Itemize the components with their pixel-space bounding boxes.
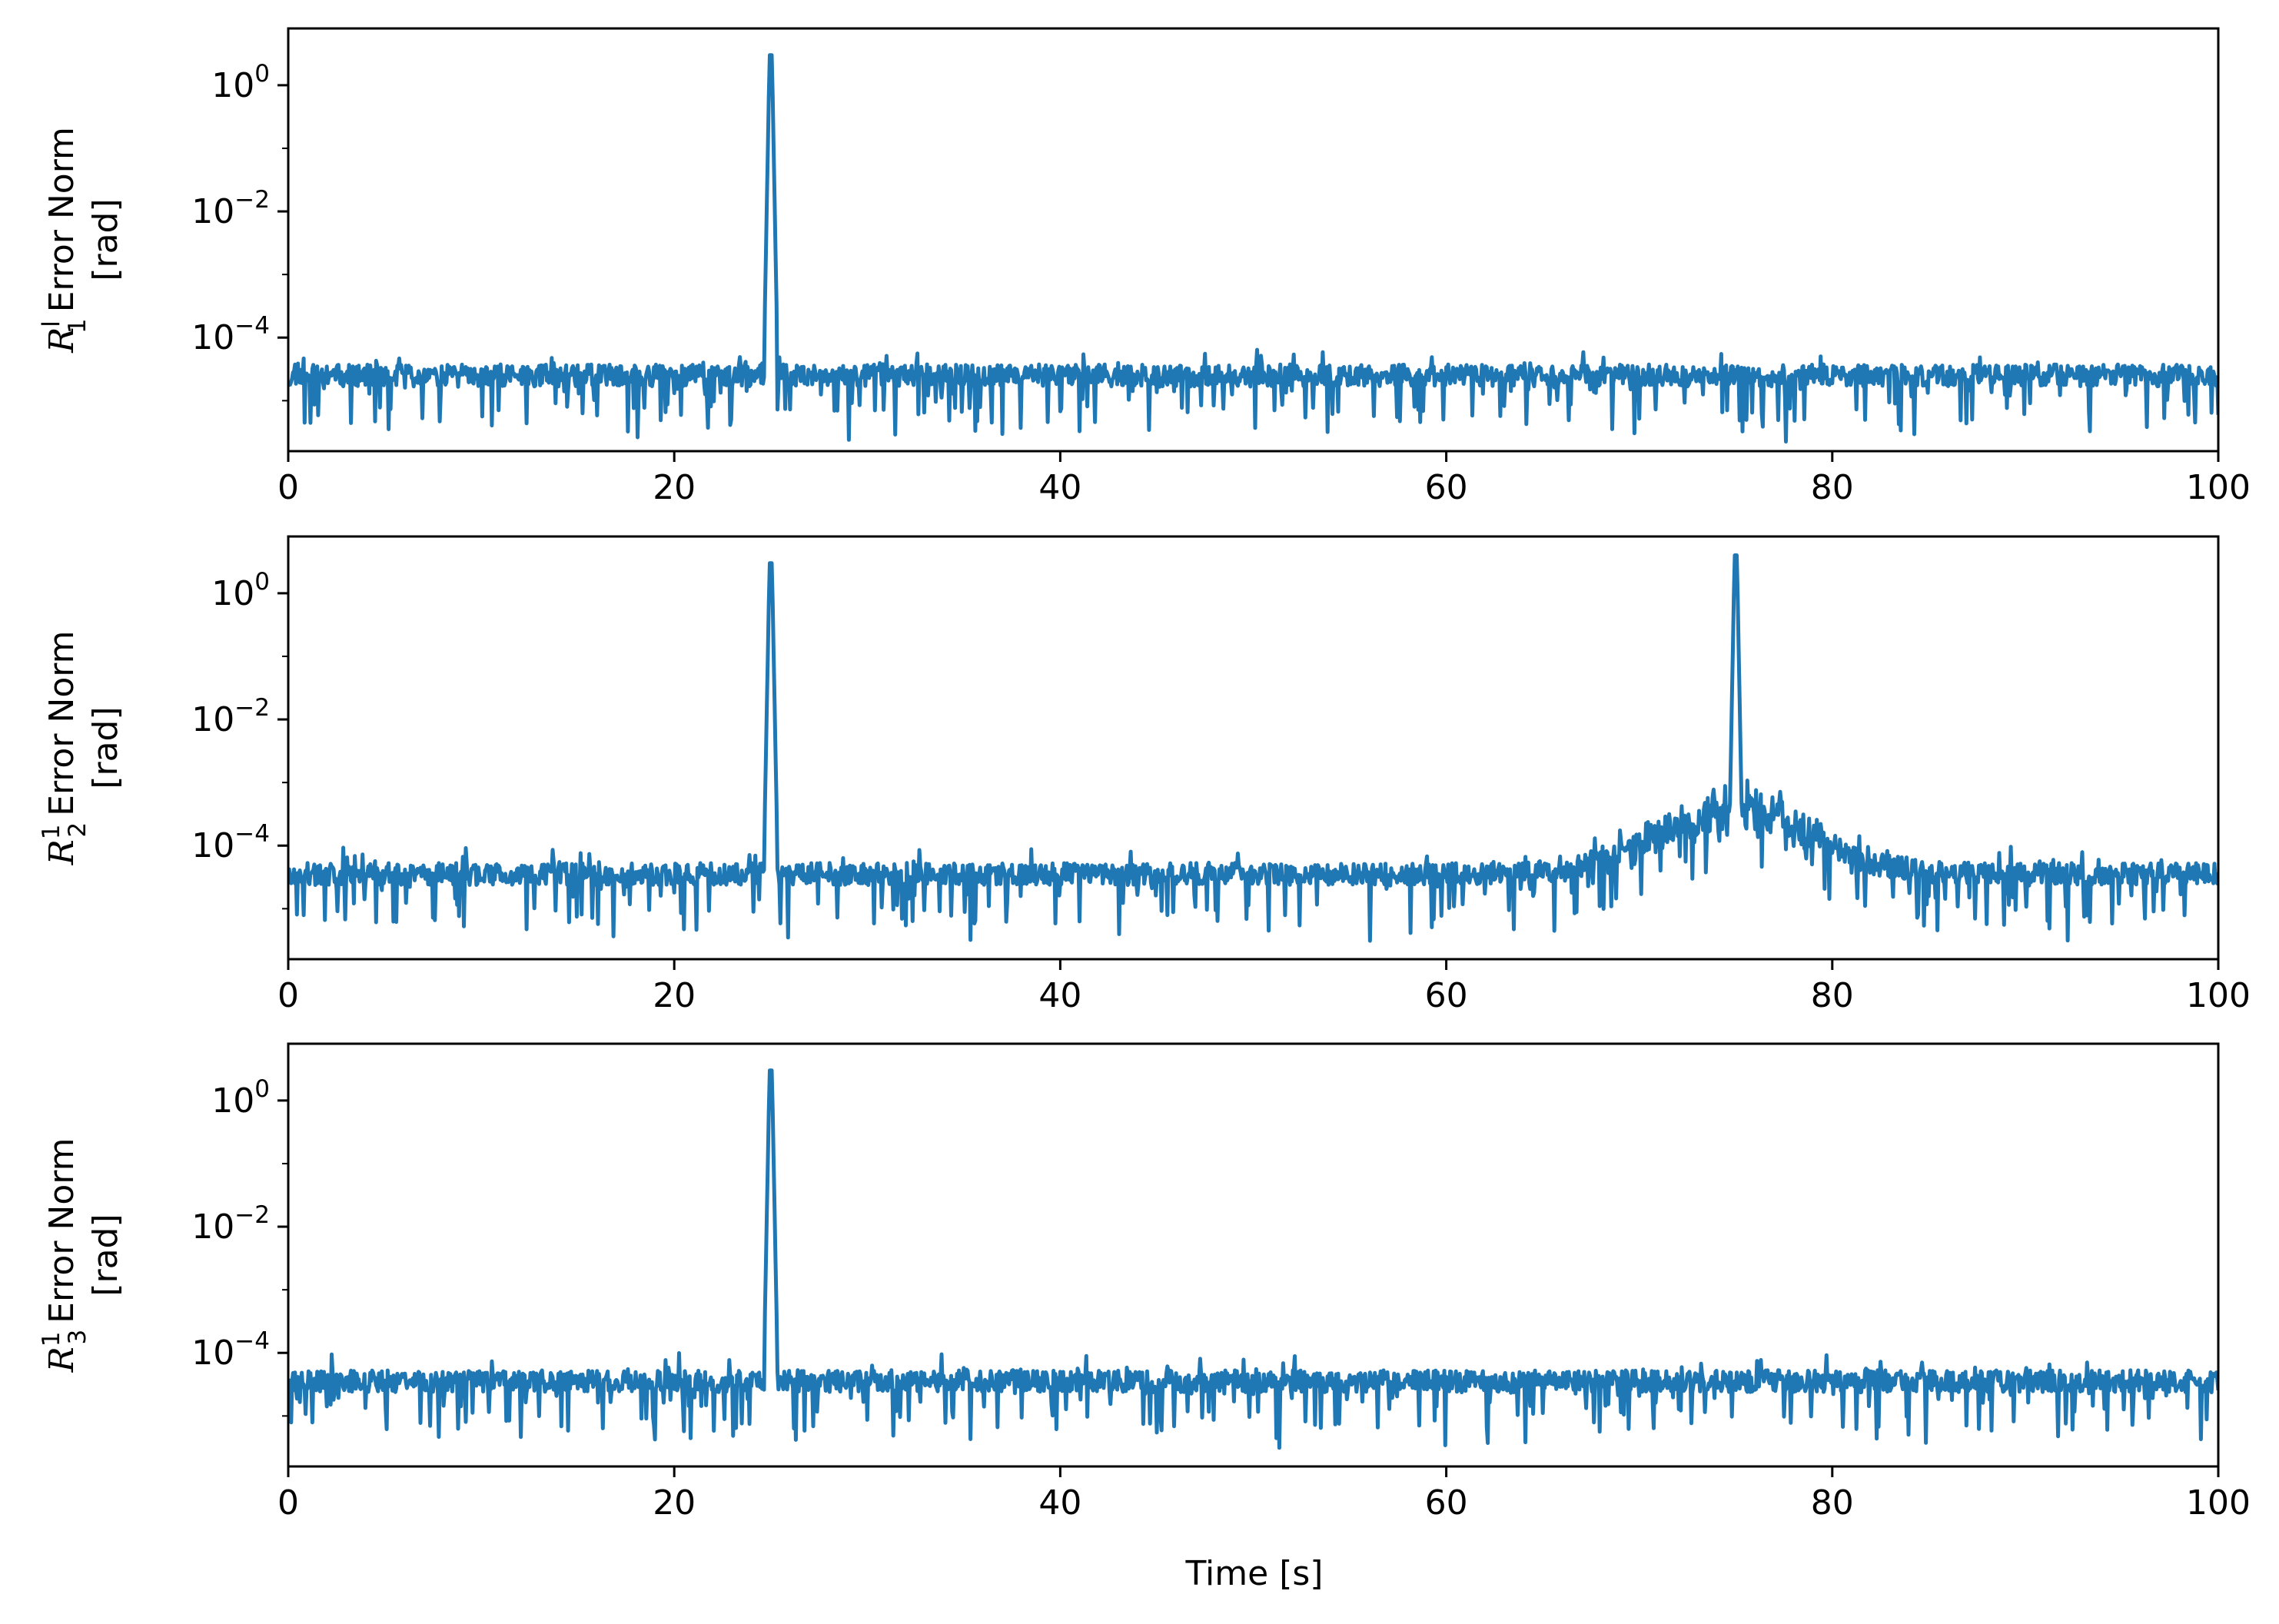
y-tick-base: 10 [211, 574, 254, 613]
y-tick-base: 10 [191, 192, 234, 231]
y-tick-label: 10−2 [191, 186, 270, 231]
x-tick-label: 80 [1811, 976, 1854, 1015]
y-label-subscript: 2 [64, 822, 91, 838]
y-tick-exponent: 0 [254, 568, 270, 596]
y-tick-exponent: −4 [234, 312, 270, 340]
y-tick-label: 10−4 [191, 312, 270, 357]
y-tick-exponent: −2 [234, 186, 270, 214]
x-tick-label: 0 [277, 976, 299, 1015]
x-tick-label: 40 [1038, 976, 1081, 1015]
x-tick-label: 40 [1038, 1483, 1081, 1523]
y-axis-label: R13 Error Norm [38, 1138, 91, 1373]
y-label-subscript: 3 [64, 1330, 91, 1345]
y-tick-exponent: 0 [254, 1075, 270, 1103]
x-tick-label: 20 [653, 468, 696, 507]
y-tick-label: 100 [211, 1075, 270, 1121]
y-label-text: Error Norm [42, 1138, 81, 1323]
x-tick-label: 0 [277, 468, 299, 507]
axes-frame [287, 1042, 2220, 1468]
y-tick-base: 10 [191, 1333, 234, 1373]
series-line [288, 1068, 2218, 1450]
y-label-symbol: R [42, 327, 81, 354]
series-line [288, 553, 2218, 943]
series-line [288, 53, 2218, 444]
x-tick-label: 100 [2186, 976, 2251, 1015]
y-tick-label: 10−2 [191, 1201, 270, 1247]
x-tick-label: 20 [653, 1483, 696, 1523]
y-label-superscript: 1 [38, 825, 65, 840]
y-tick-label: 100 [211, 568, 270, 613]
y-tick-label: 100 [211, 60, 270, 105]
y-label-subscript: 1 [64, 318, 91, 334]
y-tick-base: 10 [211, 66, 254, 105]
x-tick-label: 40 [1038, 468, 1081, 507]
y-label-text: Error Norm [42, 127, 81, 312]
axes-frame [287, 27, 2220, 453]
y-label-symbol: R [42, 839, 81, 865]
x-tick-label: 80 [1811, 468, 1854, 507]
y-tick-exponent: 0 [254, 60, 270, 88]
x-tick-label: 100 [2186, 468, 2251, 507]
axes-frame [287, 535, 2220, 961]
y-tick-exponent: −2 [234, 1201, 270, 1229]
x-tick-label: 60 [1425, 468, 1468, 507]
y-tick-exponent: −2 [234, 694, 270, 722]
y-axis-unit: [rad] [86, 706, 125, 789]
y-tick-base: 10 [191, 826, 234, 865]
x-tick-label: 60 [1425, 976, 1468, 1015]
y-label-text: Error Norm [42, 631, 81, 816]
y-axis-unit: [rad] [86, 198, 125, 281]
x-tick-label: 100 [2186, 1483, 2251, 1523]
y-tick-base: 10 [211, 1081, 254, 1121]
y-label-superscript: l [38, 320, 65, 327]
y-tick-base: 10 [191, 318, 234, 357]
x-tick-label: 0 [277, 1483, 299, 1523]
y-tick-base: 10 [191, 700, 234, 739]
y-tick-exponent: −4 [234, 1327, 270, 1355]
y-axis-label: Rl1 Error Norm [38, 127, 91, 354]
y-label-superscript: 1 [38, 1332, 65, 1347]
y-axis-label: R12 Error Norm [38, 631, 91, 866]
y-tick-label: 10−4 [191, 1327, 270, 1373]
y-tick-label: 10−2 [191, 694, 270, 739]
y-tick-exponent: −4 [234, 820, 270, 848]
x-tick-label: 20 [653, 976, 696, 1015]
y-label-symbol: R [42, 1347, 81, 1373]
x-tick-label: 80 [1811, 1483, 1854, 1523]
x-tick-label: 60 [1425, 1483, 1468, 1523]
y-tick-label: 10−4 [191, 820, 270, 865]
y-tick-base: 10 [191, 1207, 234, 1247]
y-axis-unit: [rad] [86, 1214, 125, 1296]
x-axis-label: Time [s] [1185, 1554, 1324, 1593]
